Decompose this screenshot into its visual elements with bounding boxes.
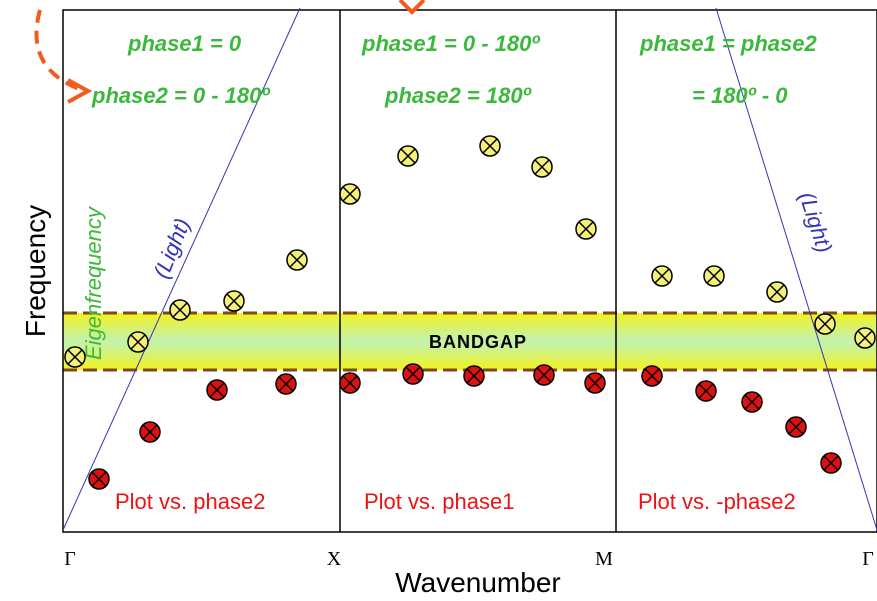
yellow-marker — [64, 346, 86, 368]
tick-gamma-right: Γ — [862, 548, 874, 570]
arrow-head-left-icon — [67, 78, 93, 104]
yellow-marker — [854, 327, 876, 349]
panel2-phase-line1: phase1 = 0 - 180º — [361, 31, 540, 56]
red-marker — [275, 373, 297, 395]
red-marker — [695, 380, 717, 402]
red-marker — [402, 363, 424, 385]
y-axis-title: Frequency — [20, 205, 51, 337]
panel1-plot-label: Plot vs. phase2 — [115, 489, 265, 514]
data-markers — [64, 135, 876, 490]
panel2-phase-line2: phase2 = 180º — [384, 83, 532, 108]
red-marker — [463, 365, 485, 387]
yellow-marker — [703, 265, 725, 287]
yellow-marker — [339, 183, 361, 205]
panel1-phase-line1: phase1 = 0 — [127, 31, 242, 56]
red-marker — [820, 452, 842, 474]
light-label-left: (Light) — [148, 215, 195, 282]
light-line-left — [62, 7, 301, 531]
light-line-right — [715, 7, 877, 531]
tick-x: X — [327, 548, 342, 570]
yellow-marker — [286, 249, 308, 271]
yellow-marker — [575, 218, 597, 240]
red-marker — [339, 372, 361, 394]
tick-gamma-left: Γ — [64, 548, 76, 570]
panel3-phase-line1: phase1 = phase2 — [639, 31, 817, 56]
yellow-marker — [766, 281, 788, 303]
x-axis-title: Wavenumber — [395, 567, 560, 598]
yellow-marker — [479, 135, 501, 157]
tick-m: M — [595, 548, 613, 570]
yellow-marker — [127, 331, 149, 353]
dashed-curved-arrow-icon — [34, 9, 83, 92]
yellow-marker — [651, 265, 673, 287]
yellow-marker — [169, 299, 191, 321]
light-label-right: (Light) — [794, 189, 837, 256]
plot-frame — [62, 9, 877, 533]
red-marker — [533, 364, 555, 386]
panel2-plot-label: Plot vs. phase1 — [364, 489, 514, 514]
bandgap-band — [63, 313, 877, 370]
red-marker — [206, 379, 228, 401]
red-marker — [741, 391, 763, 413]
eigenfrequency-label: Eigenfrequency — [81, 205, 106, 360]
red-marker — [139, 421, 161, 443]
yellow-marker — [397, 145, 419, 167]
red-marker — [88, 468, 110, 490]
yellow-marker — [223, 290, 245, 312]
arrow-head-top-icon — [398, 0, 426, 15]
yellow-marker — [531, 156, 553, 178]
panel1-phase-line2: phase2 = 0 - 180º — [91, 83, 270, 108]
red-marker — [641, 365, 663, 387]
bandgap-label: BANDGAP — [429, 332, 527, 352]
panel3-plot-label: Plot vs. -phase2 — [638, 489, 796, 514]
red-marker — [785, 416, 807, 438]
yellow-marker — [814, 313, 836, 335]
panel3-phase-line2: = 180º - 0 — [692, 83, 788, 108]
red-marker — [584, 372, 606, 394]
